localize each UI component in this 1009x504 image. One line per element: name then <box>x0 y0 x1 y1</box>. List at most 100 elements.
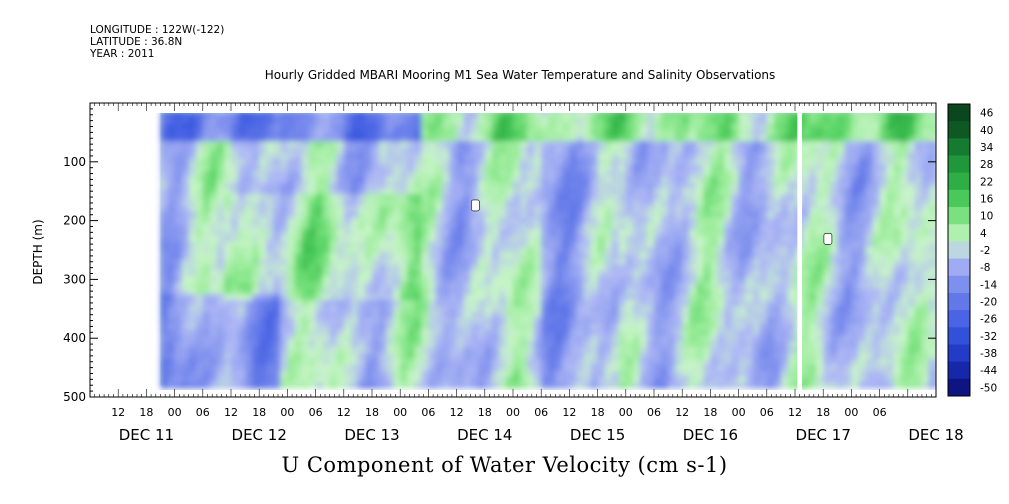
field-cell <box>252 141 260 148</box>
field-cell <box>449 158 458 166</box>
field-cell <box>294 376 303 383</box>
field-cell <box>181 276 190 283</box>
field-cell <box>802 370 810 378</box>
field-cell <box>618 229 627 236</box>
field-cell <box>280 341 288 348</box>
field-cell <box>513 270 521 278</box>
field-cell <box>682 364 690 372</box>
field-cell <box>231 129 239 136</box>
field-cell <box>900 317 909 325</box>
field-cell <box>668 123 676 131</box>
field-cell <box>393 341 401 348</box>
field-cell <box>421 311 429 319</box>
field-cell <box>174 152 183 160</box>
field-cell <box>527 141 535 148</box>
field-cell <box>238 147 246 154</box>
field-cell <box>823 294 831 301</box>
field-cell <box>717 176 726 183</box>
field-cell <box>562 176 570 183</box>
field-cell <box>780 223 789 231</box>
field-cell <box>245 358 253 366</box>
field-cell <box>837 176 845 183</box>
field-cell <box>773 135 782 142</box>
field-cell <box>350 135 359 142</box>
field-cell <box>696 152 704 160</box>
field-cell <box>900 264 909 272</box>
field-cell <box>703 305 711 313</box>
field-cell <box>505 223 514 231</box>
field-cell <box>569 123 578 131</box>
field-cell <box>498 264 507 272</box>
field-cell <box>449 288 458 295</box>
field-cell <box>625 364 634 372</box>
field-cell <box>308 217 317 225</box>
field-cell <box>231 147 239 154</box>
field-cell <box>830 217 838 225</box>
field-cell <box>181 317 190 325</box>
field-cell <box>336 341 345 348</box>
field-cell <box>167 217 176 225</box>
field-cell <box>759 135 768 142</box>
field-cell <box>357 311 366 319</box>
field-cell <box>724 135 733 142</box>
field-cell <box>851 182 860 189</box>
field-cell <box>618 270 627 278</box>
field-cell <box>886 158 895 166</box>
field-cell <box>449 182 458 189</box>
field-cell <box>209 352 218 360</box>
field-cell <box>534 123 542 131</box>
field-cell <box>393 229 401 236</box>
field-cell <box>851 335 860 342</box>
field-cell <box>400 170 408 178</box>
field-cell <box>414 323 422 330</box>
field-cell <box>449 376 458 383</box>
field-cell <box>752 264 761 272</box>
field-cell <box>851 135 860 142</box>
field-cell <box>252 113 260 119</box>
field-cell <box>350 123 359 131</box>
field-cell <box>259 264 267 272</box>
field-cell <box>315 370 324 378</box>
field-cell <box>759 170 768 178</box>
field-cell <box>773 305 782 313</box>
field-cell <box>364 341 373 348</box>
field-cell <box>477 341 486 348</box>
field-cell <box>787 164 796 172</box>
field-cell <box>541 129 549 136</box>
field-cell <box>717 205 726 213</box>
field-cell <box>780 323 789 330</box>
field-cell <box>844 182 852 189</box>
field-cell <box>160 113 169 119</box>
field-cell <box>449 117 458 125</box>
field-cell <box>364 311 373 319</box>
field-cell <box>484 382 493 389</box>
field-cell <box>386 264 394 272</box>
field-cell <box>893 235 902 242</box>
field-cell <box>583 200 592 207</box>
field-cell <box>668 152 676 160</box>
field-cell <box>668 347 676 354</box>
field-cell <box>527 117 535 125</box>
field-cell <box>287 200 296 207</box>
field-cell <box>195 188 204 195</box>
field-cell <box>188 317 197 325</box>
field-cell <box>428 141 437 148</box>
field-cell <box>787 205 796 213</box>
field-cell <box>900 129 909 136</box>
field-cell <box>216 170 225 178</box>
field-cell <box>802 152 810 160</box>
field-cell <box>252 176 260 183</box>
field-cell <box>823 276 831 283</box>
field-cell <box>280 113 288 119</box>
field-cell <box>266 113 274 119</box>
field-cell <box>590 113 599 119</box>
field-cell <box>625 170 634 178</box>
field-cell <box>865 223 874 231</box>
field-cell <box>188 170 197 178</box>
field-cell <box>837 205 845 213</box>
field-cell <box>597 164 606 172</box>
field-cell <box>639 164 648 172</box>
field-cell <box>379 276 387 283</box>
field-cell <box>738 158 747 166</box>
field-cell <box>202 264 211 272</box>
